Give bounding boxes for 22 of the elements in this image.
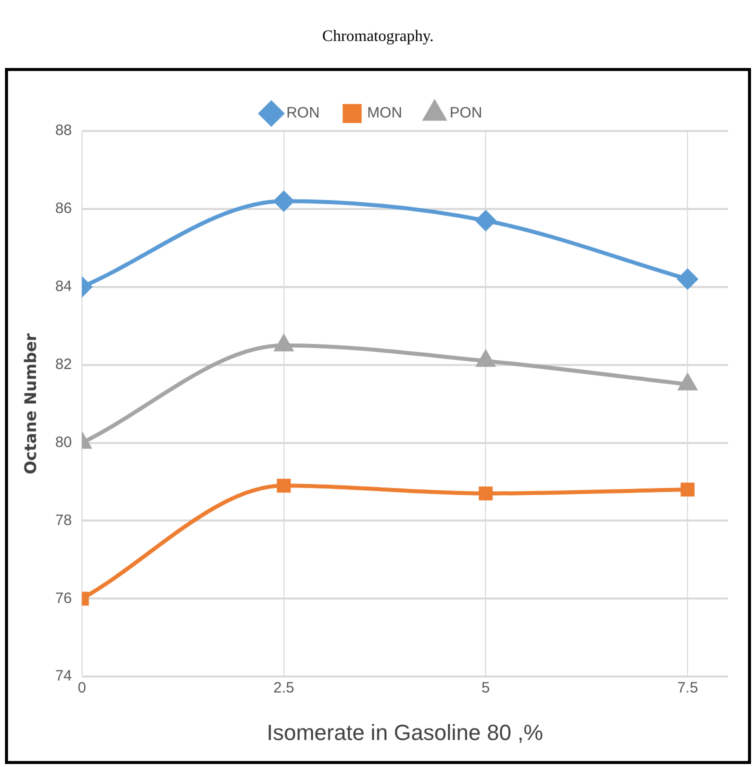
point xyxy=(680,482,695,496)
legend-label: RON xyxy=(286,104,320,122)
point xyxy=(478,486,493,500)
y-axis-title: Octane Number xyxy=(20,333,40,474)
legend-label: MON xyxy=(367,104,402,122)
x-tick-label: 7.5 xyxy=(677,680,698,697)
x-axis-title: Isomerate in Gasoline 80 ,% xyxy=(266,720,544,745)
y-tick-label: 88 xyxy=(55,122,72,140)
y-tick-label: 86 xyxy=(55,200,72,218)
text: Chromatography. xyxy=(321,28,435,46)
y-tick-label: 74 xyxy=(55,668,72,685)
y-tick-label: 76 xyxy=(55,590,72,607)
point xyxy=(678,269,698,290)
point xyxy=(476,210,496,231)
y-tick-label: 80 xyxy=(55,434,72,451)
y-tick-label: 84 xyxy=(55,278,72,296)
x-tick-label: 5 xyxy=(482,680,490,697)
legend-label: PON xyxy=(450,104,482,122)
x-tick-label: 2.5 xyxy=(273,680,294,697)
y-tick-label: 82 xyxy=(55,356,72,373)
x-tick-label: 0 xyxy=(78,680,86,697)
y-tick-label: 78 xyxy=(55,512,72,529)
